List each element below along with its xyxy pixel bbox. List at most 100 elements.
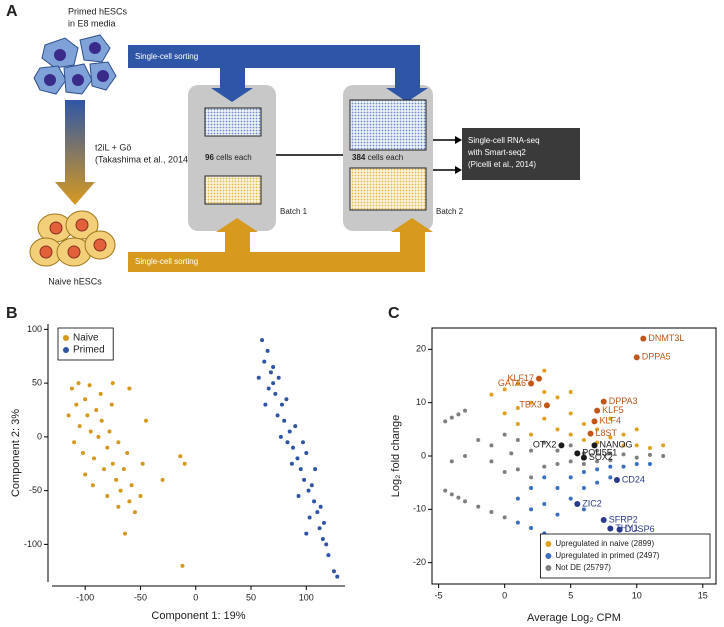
point	[542, 440, 547, 445]
point	[291, 445, 296, 450]
point	[463, 499, 468, 504]
highlight-label: POU5F1	[582, 448, 617, 458]
chart: B -100 -50 0 50 100 -100 -50 0 50 100 Component 1: …	[6, 305, 345, 622]
point	[99, 418, 104, 423]
point	[273, 391, 278, 396]
x-tick-label: 0	[193, 592, 198, 602]
point	[555, 427, 560, 432]
highlight-point	[600, 517, 607, 523]
label: 96 cells each	[205, 153, 252, 162]
point	[608, 451, 613, 456]
point	[529, 475, 534, 480]
point	[74, 402, 79, 407]
point	[529, 526, 534, 530]
point	[180, 563, 185, 568]
point	[307, 515, 312, 520]
plate	[349, 167, 427, 211]
point	[542, 416, 547, 421]
point	[324, 542, 329, 547]
panel-label: B	[6, 305, 18, 322]
point	[271, 381, 276, 386]
legend-box	[540, 533, 711, 579]
label: Primed hESCs	[68, 6, 128, 16]
point	[110, 461, 115, 466]
highlight-label: NANOG	[599, 440, 632, 450]
point	[581, 451, 586, 456]
arrow	[433, 139, 455, 171]
legend-label: Naive	[73, 333, 99, 344]
sorting-band	[128, 45, 428, 102]
point	[114, 477, 119, 482]
point	[293, 424, 298, 429]
highlight-label: SOX2	[589, 452, 613, 462]
point	[581, 470, 586, 474]
point	[284, 397, 289, 402]
point	[515, 406, 520, 410]
point	[262, 359, 267, 364]
plate	[204, 175, 262, 205]
highlight-label: KLF17	[507, 373, 534, 383]
x-tick-label: -100	[76, 592, 94, 602]
conversion-arrow	[55, 100, 95, 205]
point	[278, 434, 283, 439]
point	[306, 488, 311, 493]
point	[300, 440, 305, 445]
highlight-point	[600, 398, 607, 405]
highlight-label: SFRP2	[609, 514, 638, 524]
point	[296, 494, 301, 498]
legend-swatch	[63, 335, 69, 341]
x-axis-label: Component 1: 19%	[151, 610, 245, 622]
point	[302, 477, 307, 482]
label: Batch 1	[280, 207, 308, 216]
point	[515, 520, 520, 525]
point	[110, 381, 115, 386]
point	[121, 467, 126, 472]
point	[542, 464, 547, 469]
point	[647, 446, 652, 450]
legend-swatch	[545, 541, 552, 547]
point	[581, 507, 586, 512]
point	[529, 400, 534, 405]
highlight-point	[574, 450, 581, 457]
point	[568, 443, 573, 448]
point	[529, 507, 534, 512]
panel-label: A	[6, 3, 18, 20]
point	[143, 418, 148, 423]
highlight-point	[528, 380, 535, 387]
point	[321, 520, 326, 525]
point	[83, 397, 88, 402]
point	[555, 512, 560, 517]
point	[318, 504, 323, 509]
point	[304, 451, 309, 455]
x-tick-label: -50	[134, 592, 147, 602]
point	[568, 475, 573, 480]
highlight-point	[587, 430, 594, 437]
highlight-point	[543, 402, 550, 409]
point	[116, 440, 121, 445]
point	[542, 390, 547, 394]
point	[317, 526, 322, 531]
point	[107, 429, 112, 434]
point	[542, 502, 547, 506]
highlight-point	[558, 442, 565, 449]
point	[271, 365, 276, 369]
y-tick-label: 10	[416, 397, 426, 407]
highlight-point	[616, 526, 623, 533]
point	[509, 451, 514, 456]
point	[542, 368, 547, 373]
point	[502, 432, 507, 437]
y-axis-label: Component 2: 3%	[10, 409, 22, 497]
highlight-label: DUSP6	[625, 524, 655, 534]
point	[608, 435, 613, 440]
highlight-label: ZIC2	[582, 498, 602, 508]
legend-swatch	[545, 565, 552, 571]
point	[568, 390, 573, 394]
y-tick-label: -10	[413, 504, 426, 514]
point	[634, 443, 639, 448]
point	[77, 424, 82, 429]
highlight-label: CD24	[622, 474, 645, 484]
point	[489, 443, 494, 448]
naive-cells	[29, 210, 116, 267]
label: (Takashima et al., 2014)	[95, 154, 191, 164]
label: (Picelli et al., 2014)	[468, 160, 536, 169]
